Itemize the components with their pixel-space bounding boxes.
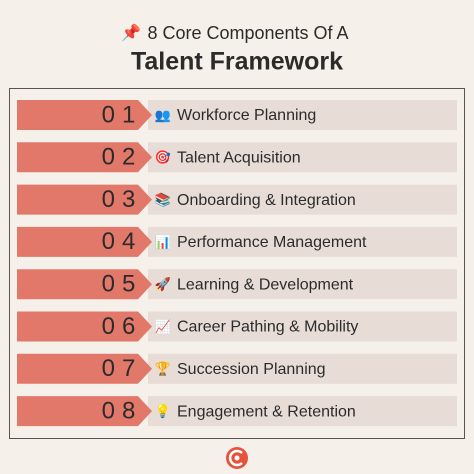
- row-bar: [148, 269, 457, 300]
- title-icon: 📌: [121, 23, 141, 42]
- number-arrow: [17, 269, 152, 300]
- item-number: 02: [102, 144, 143, 171]
- number-arrow: [17, 100, 152, 130]
- item-label: Workforce Planning: [177, 107, 316, 124]
- item-icon: 🏆: [155, 361, 171, 376]
- row-bar: [148, 311, 457, 342]
- row-bar: [148, 100, 457, 130]
- item-number: 06: [102, 313, 143, 340]
- title-line1: 8 Core Components Of A: [147, 23, 348, 43]
- rows: 01 👥 Workforce Planning 02 🎯 Talent Acquisiti…: [17, 100, 457, 427]
- item-number: 01: [102, 101, 143, 128]
- row-bar: [148, 396, 457, 427]
- item-number: 05: [102, 271, 143, 298]
- row-bar: [148, 353, 457, 384]
- item-icon: 📚: [155, 192, 171, 207]
- item-icon: 💡: [155, 404, 171, 419]
- item-label: Career Pathing & Mobility: [177, 319, 358, 336]
- logo: [226, 447, 248, 469]
- item-number: 07: [102, 355, 143, 382]
- number-arrow: [17, 226, 152, 257]
- item-label: Succession Planning: [177, 361, 326, 378]
- row-bar: [148, 184, 457, 215]
- item-icon: 📊: [155, 234, 171, 249]
- item-number: 08: [102, 397, 143, 424]
- item-icon: 🎯: [155, 150, 171, 165]
- number-arrow: [17, 353, 152, 384]
- frame: [9, 88, 465, 439]
- logo-dot: [234, 455, 240, 461]
- item-label: Talent Acquisition: [177, 150, 301, 167]
- item-label: Engagement & Retention: [177, 403, 356, 420]
- number-arrow: [17, 311, 152, 342]
- item-number: 03: [102, 186, 143, 213]
- item-number: 04: [102, 228, 143, 255]
- row-bar: [148, 142, 457, 173]
- item-icon: 👥: [155, 107, 171, 122]
- number-arrow: [17, 142, 152, 173]
- logo-c: [228, 449, 243, 467]
- item-label: Performance Management: [177, 234, 367, 251]
- item-label: Onboarding & Integration: [177, 192, 356, 209]
- row-bar: [148, 226, 457, 257]
- number-arrow: [17, 396, 152, 427]
- item-icon: 📈: [155, 319, 171, 334]
- item-icon: 🚀: [155, 277, 171, 292]
- title-line2: Talent Framework: [131, 48, 343, 76]
- item-label: Learning & Development: [177, 276, 354, 293]
- number-arrow: [17, 184, 152, 215]
